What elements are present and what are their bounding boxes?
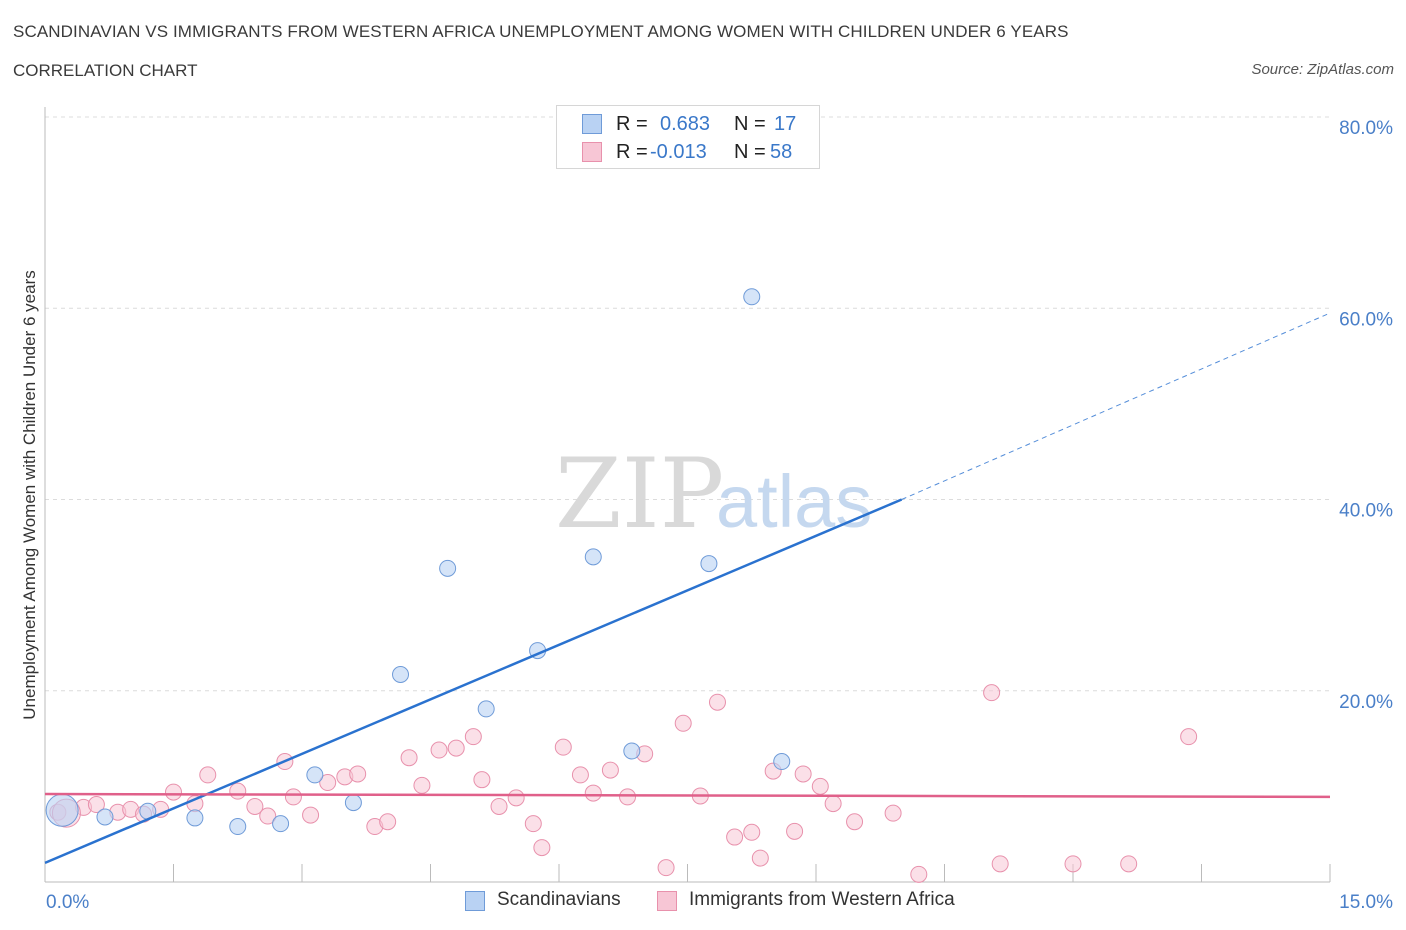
immigrant-point xyxy=(1180,728,1198,746)
legend-r-value: 0.683 xyxy=(660,113,711,135)
immigrant-point xyxy=(400,749,418,767)
scandinavian-point xyxy=(229,818,247,836)
immigrant-point xyxy=(533,839,551,857)
immigrant-point xyxy=(199,766,217,784)
immigrant-point xyxy=(430,741,448,759)
watermark: ZIP atlas xyxy=(555,438,872,550)
immigrant-point xyxy=(983,684,1001,702)
immigrant-point xyxy=(910,865,928,883)
immigrant-point xyxy=(165,783,182,801)
immigrant-point xyxy=(1064,855,1082,873)
immigrant-point xyxy=(379,813,397,831)
immigrant-point xyxy=(507,789,525,807)
immigrant-point xyxy=(584,784,602,802)
legend-n-value: 17 xyxy=(774,113,797,135)
legend-r-value: -0.013 xyxy=(650,141,707,163)
scandinavian-point xyxy=(623,742,641,760)
scandinavian-points xyxy=(45,288,791,836)
scandinavian-point xyxy=(439,559,457,577)
chart-title: SCANDINAVIAN VS IMMIGRANTS FROM WESTERN … xyxy=(13,22,1069,41)
immigrant-point xyxy=(884,804,902,822)
immigrant-point xyxy=(708,693,726,711)
immigrant-point xyxy=(447,739,465,757)
y-tick-label: 20.0% xyxy=(1339,692,1393,713)
immigrant-point xyxy=(524,815,542,833)
axes xyxy=(44,107,1331,883)
y-axis-label: Unemployment Among Women with Children U… xyxy=(20,270,39,719)
scandinavian-point xyxy=(773,753,791,771)
scandinavian-point xyxy=(45,793,79,827)
immigrant-point xyxy=(991,855,1009,873)
tick-labels: 20.0% 40.0% 60.0% 80.0% 0.0% 15.0% xyxy=(46,118,1393,913)
immigrant-point xyxy=(846,813,864,831)
correlation-legend: R = 0.683 N = 17 R = -0.013 N = 58 xyxy=(556,105,820,169)
bottom-legend-swatch-immigrants xyxy=(657,891,677,911)
legend-n-value: 58 xyxy=(770,141,793,163)
bottom-legend-label-immigrants: Immigrants from Western Africa xyxy=(689,889,955,910)
immigrant-point xyxy=(726,828,744,846)
immigrant-point xyxy=(751,849,769,867)
scandinavian-point xyxy=(743,288,761,306)
immigrant-point xyxy=(657,859,675,877)
immigrant-point xyxy=(473,771,491,789)
scandinavian-point xyxy=(344,794,362,812)
scandinavian-point xyxy=(186,809,204,827)
immigrant-point xyxy=(302,806,320,824)
legend-n-label: N = xyxy=(734,113,766,135)
immigrant-point xyxy=(490,797,508,815)
immigrant-point xyxy=(1120,855,1138,873)
x-tick-label: 15.0% xyxy=(1339,892,1393,913)
immigrant-point xyxy=(674,714,692,732)
grid-lines xyxy=(45,116,1330,692)
scandinavian-point xyxy=(477,700,495,718)
chart-subtitle: CORRELATION CHART xyxy=(13,61,198,80)
x-tick-label: 0.0% xyxy=(46,892,89,913)
trend-lines xyxy=(44,312,1331,865)
y-tick-label: 60.0% xyxy=(1339,309,1393,330)
legend-n-label: N = xyxy=(734,141,766,163)
scandinavian-point xyxy=(306,766,324,784)
legend-r-label: R = xyxy=(616,141,648,163)
scandinavian-point xyxy=(700,555,718,573)
immigrant-point xyxy=(743,823,761,841)
scandinavian-point xyxy=(96,808,114,826)
scandinavian-trend-extension xyxy=(901,312,1331,500)
watermark-zip: ZIP xyxy=(555,438,724,550)
immigrant-point xyxy=(571,766,589,784)
immigrant-point xyxy=(284,788,302,806)
immigrant-point xyxy=(464,728,482,746)
immigrant-point xyxy=(259,807,277,825)
immigrant-points xyxy=(49,684,1198,883)
y-tick-label: 40.0% xyxy=(1339,501,1393,522)
scandinavian-point xyxy=(584,548,602,566)
immigrant-point xyxy=(619,788,637,806)
immigrant-trend-line xyxy=(44,792,1331,799)
legend-swatch-immigrant xyxy=(582,142,602,162)
immigrant-point xyxy=(794,765,812,783)
immigrant-point xyxy=(349,765,367,783)
watermark-atlas: atlas xyxy=(716,460,872,543)
legend-swatch-scandinavian xyxy=(582,114,602,134)
immigrant-point xyxy=(811,777,829,795)
y-tick-label: 80.0% xyxy=(1339,118,1393,139)
immigrant-point xyxy=(87,796,105,814)
immigrant-point xyxy=(246,797,264,815)
immigrant-point xyxy=(554,738,572,756)
scandinavian-point xyxy=(272,815,290,833)
scandinavian-trend-line xyxy=(44,498,903,865)
immigrant-point xyxy=(319,774,337,792)
immigrant-point xyxy=(229,782,247,800)
scandinavian-point xyxy=(392,665,410,683)
immigrant-point xyxy=(786,822,804,840)
source-credit: Source: ZipAtlas.com xyxy=(1251,61,1394,78)
immigrant-point xyxy=(601,761,619,779)
bottom-legend-label-scandinavians: Scandinavians xyxy=(497,889,621,910)
immigrant-point xyxy=(413,776,431,794)
immigrant-point xyxy=(824,795,842,813)
legend-r-label: R = xyxy=(616,113,648,135)
bottom-legend-swatch-scandinavians xyxy=(465,891,485,911)
